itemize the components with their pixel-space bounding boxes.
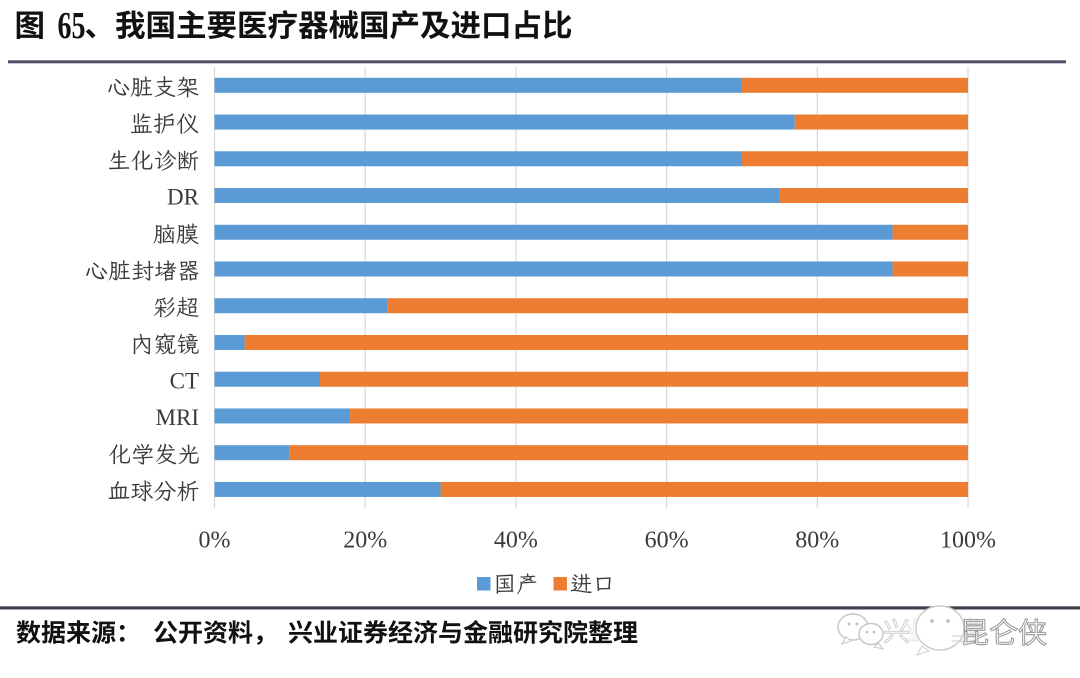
- svg-text:DR: DR: [167, 185, 200, 210]
- svg-text:80%: 80%: [795, 528, 839, 554]
- svg-text:65: 65: [58, 5, 86, 47]
- svg-text:40%: 40%: [494, 528, 538, 554]
- svg-text:100%: 100%: [940, 528, 996, 554]
- svg-text:60%: 60%: [645, 528, 689, 554]
- svg-text:MRI: MRI: [156, 405, 199, 430]
- svg-text:0%: 0%: [199, 528, 231, 554]
- svg-text:CT: CT: [170, 368, 199, 393]
- svg-text:20%: 20%: [343, 528, 387, 554]
